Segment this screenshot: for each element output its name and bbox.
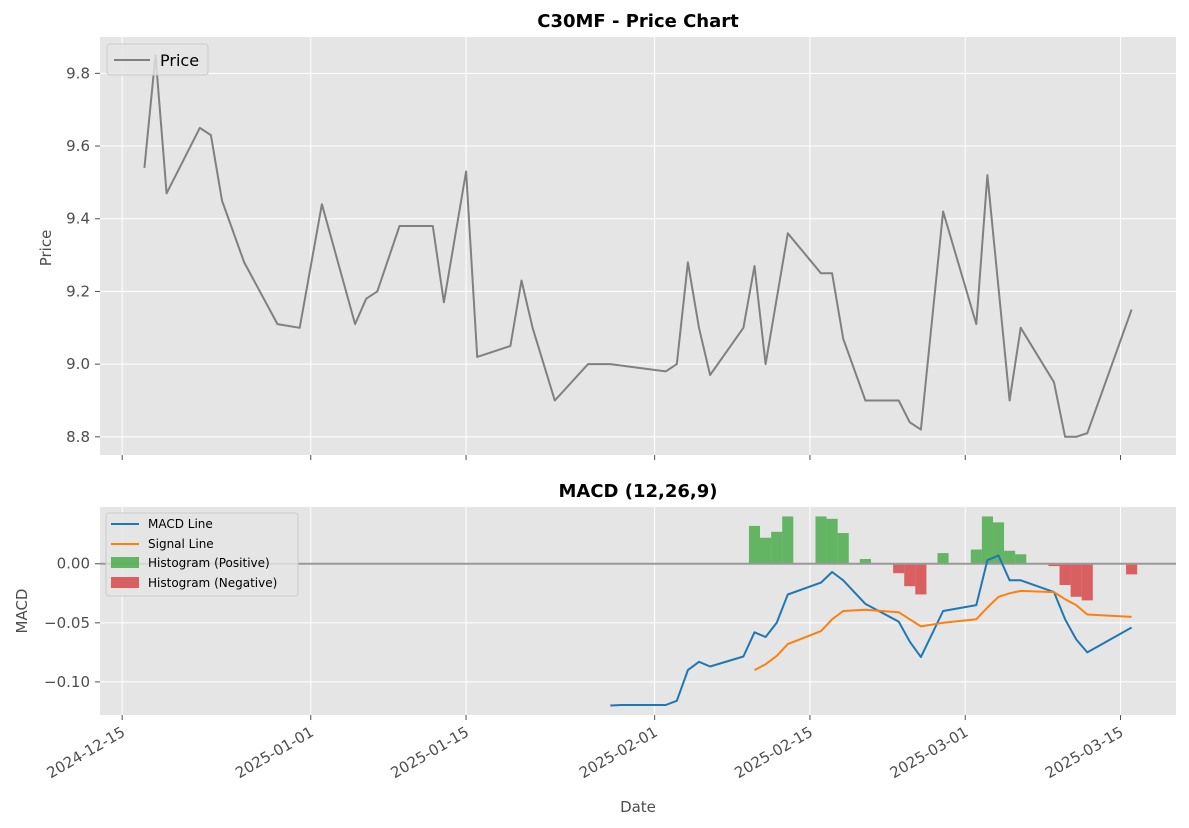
macd-histogram-bars [748, 516, 1138, 601]
macd-legend[interactable]: MACD Line Signal Line Histogram (Positiv… [105, 512, 299, 597]
price-lines [143, 54, 1133, 438]
x-tick-label: 2025-03-15 [1042, 723, 1127, 782]
x-tick-label: 2024-12-15 [44, 723, 129, 782]
macd-legend-label-signal: Signal Line [148, 537, 214, 551]
macd-legend-box [105, 512, 299, 597]
y-tick-label: 9.4 [66, 210, 90, 228]
y-tick-label: 9.0 [66, 355, 90, 373]
y-tick-label: 9.6 [66, 137, 90, 155]
price-legend-label: Price [160, 51, 199, 70]
price-panel: 8.8 9.0 9.2 9.4 9.6 9.8 C30MF - Price Chart P… [37, 11, 1176, 460]
y-tick-label: 9.8 [66, 64, 90, 82]
price-chart-title: C30MF - Price Chart [537, 11, 739, 32]
histogram-bar-negative [1059, 563, 1071, 585]
histogram-bar-negative [904, 563, 916, 587]
x-tick-label: 2025-03-01 [887, 723, 972, 782]
histogram-bar-negative [915, 563, 927, 595]
histogram-bar-positive [981, 516, 993, 564]
price-legend-box [106, 43, 209, 76]
histogram-bar-positive [859, 559, 871, 564]
histogram-bar-positive [937, 553, 949, 564]
histogram-bar-positive [815, 516, 827, 564]
macd-legend-label-hist-neg: Histogram (Negative) [148, 576, 277, 590]
macd-legend-swatch-hist-pos [111, 557, 139, 568]
price-plot-area [100, 37, 1176, 455]
histogram-bar-negative [1070, 563, 1082, 597]
price-grid [100, 37, 1176, 455]
histogram-bar-positive [826, 518, 838, 564]
histogram-bar-negative [1081, 563, 1093, 601]
histogram-bar-positive [760, 537, 772, 564]
y-tick-label: 0.00 [57, 555, 90, 573]
y-tick-label: −0.05 [44, 614, 90, 632]
x-tick-label: 2025-02-15 [731, 723, 816, 782]
x-tick-label: 2025-01-15 [388, 723, 473, 782]
y-tick-label: 8.8 [66, 428, 90, 446]
histogram-bar-negative [1048, 563, 1060, 567]
histogram-bar-positive [748, 525, 761, 564]
histogram-bar-positive [1015, 554, 1027, 564]
macd-legend-swatch-hist-neg [111, 577, 139, 588]
macd-legend-label-macd: MACD Line [148, 517, 213, 531]
histogram-bar-negative [1126, 563, 1138, 575]
histogram-bar-positive [771, 531, 783, 564]
y-tick-label: −0.10 [44, 673, 90, 691]
price-series [143, 54, 1133, 438]
x-tick-label: 2025-02-01 [576, 723, 661, 782]
histogram-bar-positive [1004, 550, 1016, 564]
x-tick-label: 2025-01-01 [232, 723, 317, 782]
macd-y-axis-label: MACD [13, 589, 31, 634]
macd-x-axis-label: Date [620, 798, 656, 816]
macd-legend-label-hist-pos: Histogram (Positive) [148, 556, 270, 570]
histogram-bar-positive [837, 533, 849, 564]
macd-x-ticks: 2024-12-15 2025-01-01 2025-01-15 2025-02-01… [44, 715, 1127, 782]
price-x-ticks [121, 455, 1122, 460]
histogram-bar-positive [970, 549, 982, 564]
macd-line-series [610, 554, 1133, 707]
price-y-axis-label: Price [37, 230, 55, 267]
price-legend[interactable]: Price [106, 43, 209, 76]
macd-panel: −0.10 −0.05 0.00 2024-12-15 2025-01-01 2025-… [13, 481, 1176, 816]
signal-line-series [754, 589, 1132, 671]
histogram-bar-positive [992, 522, 1005, 564]
macd-lines [610, 554, 1133, 707]
macd-y-ticks: −0.10 −0.05 0.00 [44, 555, 100, 691]
price-y-ticks: 8.8 9.0 9.2 9.4 9.6 9.8 [66, 64, 100, 446]
histogram-bar-positive [782, 516, 794, 564]
macd-chart-title: MACD (12,26,9) [558, 481, 717, 502]
histogram-bar-negative [893, 563, 905, 574]
y-tick-label: 9.2 [66, 282, 90, 300]
